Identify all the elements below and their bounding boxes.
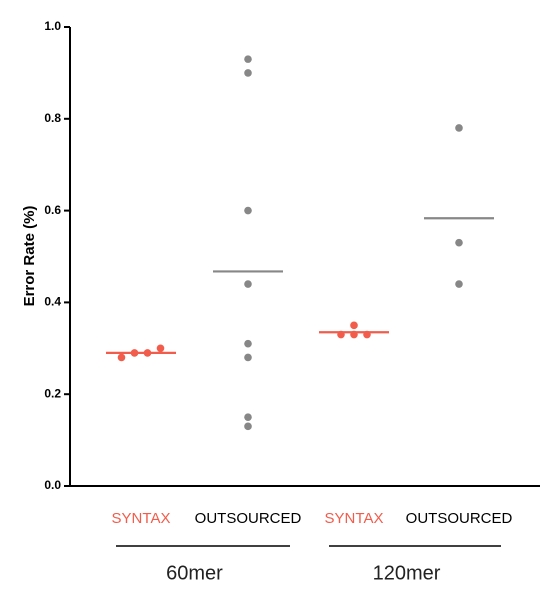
dot	[455, 124, 463, 132]
dot	[350, 321, 358, 330]
y-tick-label: 0.2	[44, 386, 61, 400]
group-label: 60mer	[166, 562, 223, 584]
dot	[117, 353, 126, 362]
x-tick-label: SYNTAX	[325, 510, 384, 527]
y-tick-label: 0.4	[44, 295, 61, 309]
y-tick-label: 1.0	[44, 19, 61, 33]
x-tick-label: SYNTAX	[112, 510, 171, 527]
group-label: 120mer	[373, 562, 441, 584]
dot	[455, 280, 463, 288]
dot	[244, 280, 252, 288]
dot	[244, 422, 252, 431]
y-axis-label: Error Rate (%)	[21, 206, 38, 307]
dot	[244, 206, 252, 215]
x-tick-label: OUTSOURCED	[195, 510, 302, 527]
dot	[244, 413, 252, 421]
x-tick-label: OUTSOURCED	[406, 510, 513, 527]
dot	[244, 353, 252, 362]
dot	[156, 344, 165, 353]
y-tick-label: 0.6	[44, 203, 61, 217]
y-tick-label: 0.8	[44, 111, 61, 125]
dot	[244, 69, 252, 77]
dot	[455, 238, 463, 247]
dot	[244, 339, 252, 348]
dot	[244, 55, 252, 63]
y-tick-label: 0.0	[44, 478, 61, 492]
